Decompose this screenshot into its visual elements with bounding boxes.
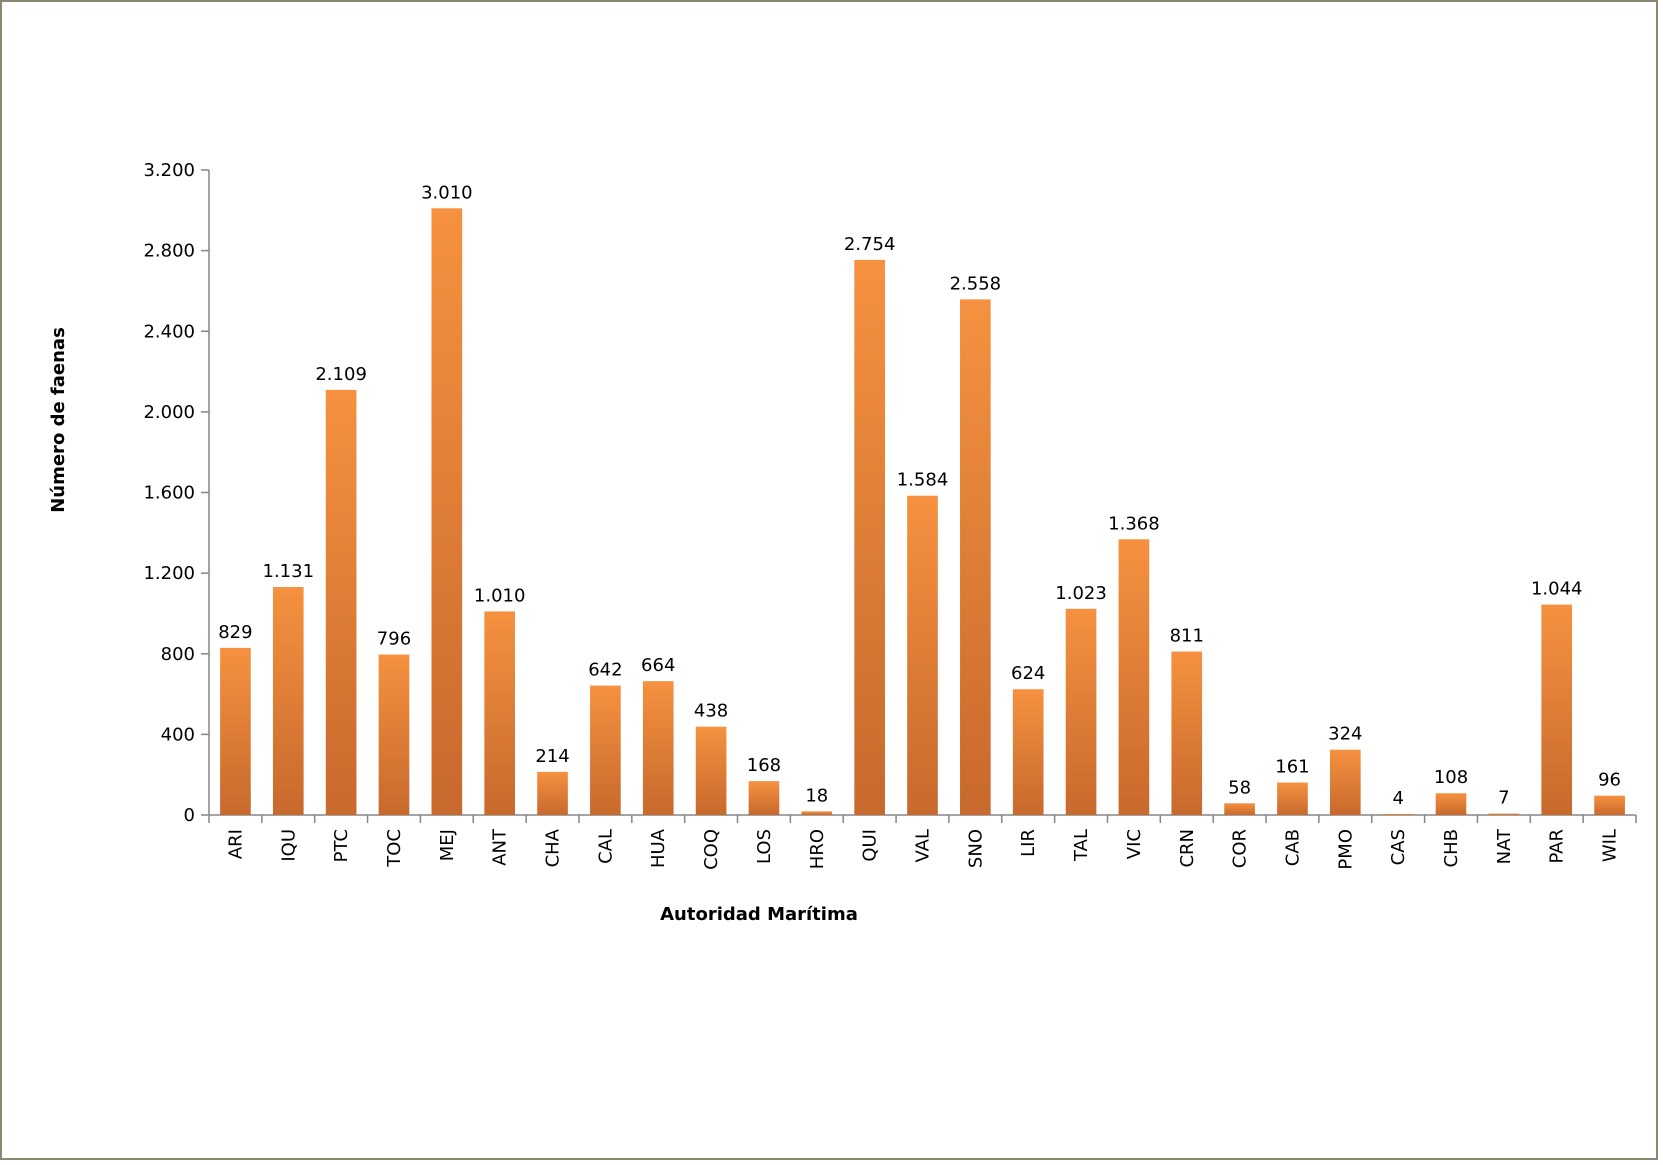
data-label: 7 xyxy=(1498,788,1509,809)
y-axis: 0 400 800 1.200 1.600 2.000 2.400 2.800 3.200 xyxy=(143,160,210,826)
y-tick-label: 1.600 xyxy=(143,483,195,504)
y-tick-label: 400 xyxy=(161,724,195,745)
category-label: CAL xyxy=(595,829,616,864)
category-label: COR xyxy=(1230,829,1251,868)
category-label: VIC xyxy=(1124,829,1145,859)
bar-pmo xyxy=(1329,749,1361,815)
bar-cal xyxy=(590,685,621,815)
category-label: ARI xyxy=(225,829,246,859)
bar-toc xyxy=(378,654,410,815)
bar-mej xyxy=(431,208,463,815)
bar-ari xyxy=(220,647,251,815)
category-label: COQ xyxy=(701,829,722,870)
category-label: WIL xyxy=(1600,829,1621,862)
data-label: 96 xyxy=(1598,770,1621,791)
bar-cha xyxy=(537,771,568,815)
y-tick-label: 2.800 xyxy=(143,241,195,262)
data-label: 161 xyxy=(1275,757,1309,778)
data-label: 642 xyxy=(588,660,622,681)
bars xyxy=(220,208,1625,816)
data-label: 1.010 xyxy=(474,585,526,606)
data-label: 1.044 xyxy=(1531,579,1583,600)
category-label: LOS xyxy=(754,829,775,864)
bar-tal xyxy=(1065,608,1097,815)
category-label: PAR xyxy=(1547,829,1568,864)
bar-val xyxy=(907,495,938,815)
category-label: TAL xyxy=(1071,829,1092,862)
bar-qui xyxy=(854,259,885,816)
category-label: SNO xyxy=(965,829,986,868)
bar-cas xyxy=(1382,814,1414,815)
data-label: 18 xyxy=(805,785,828,806)
category-labels: ARI IQU PTC TOC MEJ ANT CHA CAL HUA COQ LOS HRO QUI V… xyxy=(225,828,1620,870)
data-label: 4 xyxy=(1392,788,1403,809)
category-label: ANT xyxy=(490,828,511,866)
y-tick-label: 0 xyxy=(184,805,195,826)
category-label: QUI xyxy=(860,829,881,862)
data-label: 2.109 xyxy=(315,364,367,385)
category-label: CAS xyxy=(1388,829,1409,865)
bar-vic xyxy=(1118,539,1150,815)
x-axis xyxy=(208,814,1637,823)
data-label: 438 xyxy=(694,701,728,722)
data-label: 811 xyxy=(1170,626,1204,647)
data-label: 2.754 xyxy=(844,234,896,255)
data-label: 1.023 xyxy=(1055,583,1107,604)
category-label: TOC xyxy=(384,829,405,868)
data-label: 214 xyxy=(535,746,569,767)
data-label: 1.368 xyxy=(1108,513,1160,534)
bar-lir xyxy=(1012,689,1044,815)
data-label: 2.558 xyxy=(950,273,1002,294)
bar-crn xyxy=(1171,651,1203,815)
y-tick-label: 3.200 xyxy=(143,160,195,181)
data-label: 624 xyxy=(1011,663,1045,684)
category-label: CHA xyxy=(543,828,564,867)
data-label: 324 xyxy=(1328,724,1362,745)
y-axis-title: Número de faenas xyxy=(48,327,69,513)
category-label: LIR xyxy=(1018,829,1039,857)
x-axis-title: Autoridad Marítima xyxy=(660,904,858,925)
bar-coq xyxy=(695,726,727,815)
y-tick-label: 800 xyxy=(161,644,195,665)
y-tick-label: 2.000 xyxy=(143,402,195,423)
bar-ptc xyxy=(325,389,357,815)
bar-iqu xyxy=(272,587,304,815)
bar-los xyxy=(748,781,780,815)
bar-cab xyxy=(1277,782,1308,815)
bar-cor xyxy=(1224,803,1255,815)
bar-sno xyxy=(960,299,991,815)
bar-hua xyxy=(642,681,674,815)
data-label: 108 xyxy=(1434,767,1468,788)
category-label: CHB xyxy=(1441,829,1462,867)
bar-chb xyxy=(1435,793,1467,815)
data-label: 664 xyxy=(641,655,675,676)
data-label: 1.584 xyxy=(897,470,949,491)
category-label: MEJ xyxy=(437,829,458,861)
category-label: NAT xyxy=(1494,828,1515,864)
category-label: PMO xyxy=(1335,829,1356,870)
category-label: HUA xyxy=(648,828,669,868)
bar-wil xyxy=(1594,795,1625,815)
category-label: IQU xyxy=(278,829,299,862)
bar-ant xyxy=(484,611,516,815)
bar-par xyxy=(1541,604,1573,815)
data-label: 796 xyxy=(377,629,411,650)
data-label: 1.131 xyxy=(263,561,315,582)
bar-hro xyxy=(801,811,833,815)
bar-nat xyxy=(1488,813,1520,815)
data-label: 168 xyxy=(747,755,781,776)
data-label: 3.010 xyxy=(421,182,473,203)
category-label: HRO xyxy=(807,829,828,869)
category-label: CAB xyxy=(1282,829,1303,866)
data-label: 829 xyxy=(218,622,252,643)
data-label: 58 xyxy=(1228,777,1251,798)
category-label: VAL xyxy=(913,829,934,863)
category-label: CRN xyxy=(1177,829,1198,868)
y-tick-label: 1.200 xyxy=(143,563,195,584)
category-label: PTC xyxy=(331,829,352,862)
y-tick-label: 2.400 xyxy=(143,321,195,342)
